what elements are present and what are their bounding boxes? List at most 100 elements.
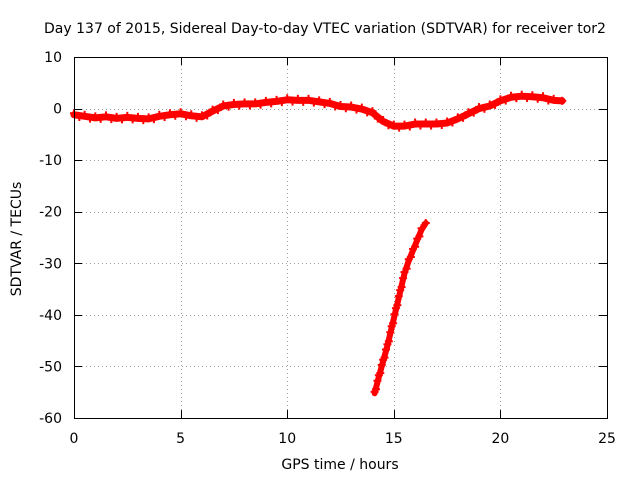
y-axis-label: SDTVAR / TECUs (9, 182, 25, 297)
data-point (160, 113, 169, 122)
data-point (402, 264, 411, 273)
data-point (117, 115, 126, 124)
data-point (376, 369, 385, 378)
data-point (389, 120, 398, 129)
x-axis-label: GPS time / hours (281, 457, 398, 473)
data-point (405, 122, 414, 131)
data-point (523, 93, 532, 102)
data-point (347, 101, 356, 110)
data-point (288, 97, 297, 106)
data-point (267, 99, 276, 108)
data-point (229, 98, 238, 107)
data-point (219, 100, 228, 109)
x-tick-label: 20 (491, 431, 509, 447)
data-point (528, 91, 537, 100)
data-point (107, 115, 116, 124)
data-point (475, 103, 484, 112)
data-point (533, 94, 542, 103)
data-marks (70, 90, 567, 397)
y-tick-label: -30 (39, 256, 62, 272)
data-point (133, 112, 142, 121)
grid-lines (74, 57, 607, 418)
data-point (416, 121, 425, 130)
data-point (427, 121, 436, 130)
y-tick-label: -60 (39, 411, 62, 427)
data-point (507, 91, 516, 100)
x-tick-label: 15 (385, 431, 403, 447)
data-point (415, 232, 424, 241)
data-point (501, 96, 510, 105)
data-point (390, 310, 399, 319)
data-point (399, 274, 408, 283)
data-point (411, 242, 420, 251)
x-tick-label: 0 (70, 431, 79, 447)
y-tick-label: 10 (44, 50, 62, 66)
data-point (539, 92, 548, 101)
data-point (432, 118, 441, 127)
data-point (75, 113, 84, 122)
data-point (336, 101, 345, 110)
data-point (224, 102, 233, 111)
data-point (165, 109, 174, 118)
data-point (341, 104, 350, 113)
y-tick-label: -20 (39, 205, 62, 221)
data-point (384, 337, 393, 346)
data-point (283, 94, 292, 103)
data-point (256, 100, 265, 109)
data-point (293, 94, 302, 103)
data-point (320, 100, 329, 109)
data-point (85, 114, 94, 123)
y-tick-label: -10 (39, 153, 62, 169)
data-point (352, 105, 361, 114)
data-point (517, 90, 526, 99)
data-point (171, 111, 180, 120)
y-tick-label: -50 (39, 359, 62, 375)
data-point (393, 301, 402, 310)
data-point (251, 98, 260, 107)
data-point (469, 108, 478, 117)
data-point (261, 96, 270, 105)
data-point (176, 108, 185, 117)
data-point (377, 360, 386, 369)
data-point (144, 113, 153, 122)
data-point (123, 111, 132, 120)
data-point (395, 123, 404, 132)
x-tick-label: 5 (176, 431, 185, 447)
data-point (549, 94, 558, 103)
data-point (397, 283, 406, 292)
data-point (240, 98, 249, 107)
data-point (325, 97, 334, 106)
data-point (437, 121, 446, 130)
data-point (96, 114, 105, 123)
data-point (448, 118, 457, 127)
x-tick-label: 10 (278, 431, 296, 447)
tick-labels: 0 5 10 15 20 25 10 0 -10 -20 -30 -40 -50 -60 (39, 50, 616, 447)
data-point (91, 112, 100, 121)
data-point (491, 100, 500, 109)
data-point (149, 115, 158, 124)
data-point (245, 101, 254, 110)
data-point (155, 110, 164, 119)
data-point (357, 103, 366, 112)
data-point (512, 94, 521, 103)
data-point (406, 253, 415, 262)
data-point (272, 95, 281, 104)
data-point (181, 112, 190, 121)
data-point (379, 115, 388, 124)
data-point (496, 95, 505, 104)
data-point (309, 98, 318, 107)
data-point (389, 319, 398, 328)
y-tick-label: -40 (39, 308, 62, 324)
data-point (368, 107, 377, 116)
data-point (372, 385, 381, 394)
data-point (417, 224, 426, 233)
data-point (304, 94, 313, 103)
chart-title: Day 137 of 2015, Sidereal Day-to-day VTE… (44, 21, 606, 37)
plot-frame (74, 57, 608, 419)
data-point (139, 116, 148, 125)
data-point (459, 113, 468, 122)
data-point (315, 96, 324, 105)
data-point (331, 102, 340, 111)
data-point (421, 219, 430, 228)
